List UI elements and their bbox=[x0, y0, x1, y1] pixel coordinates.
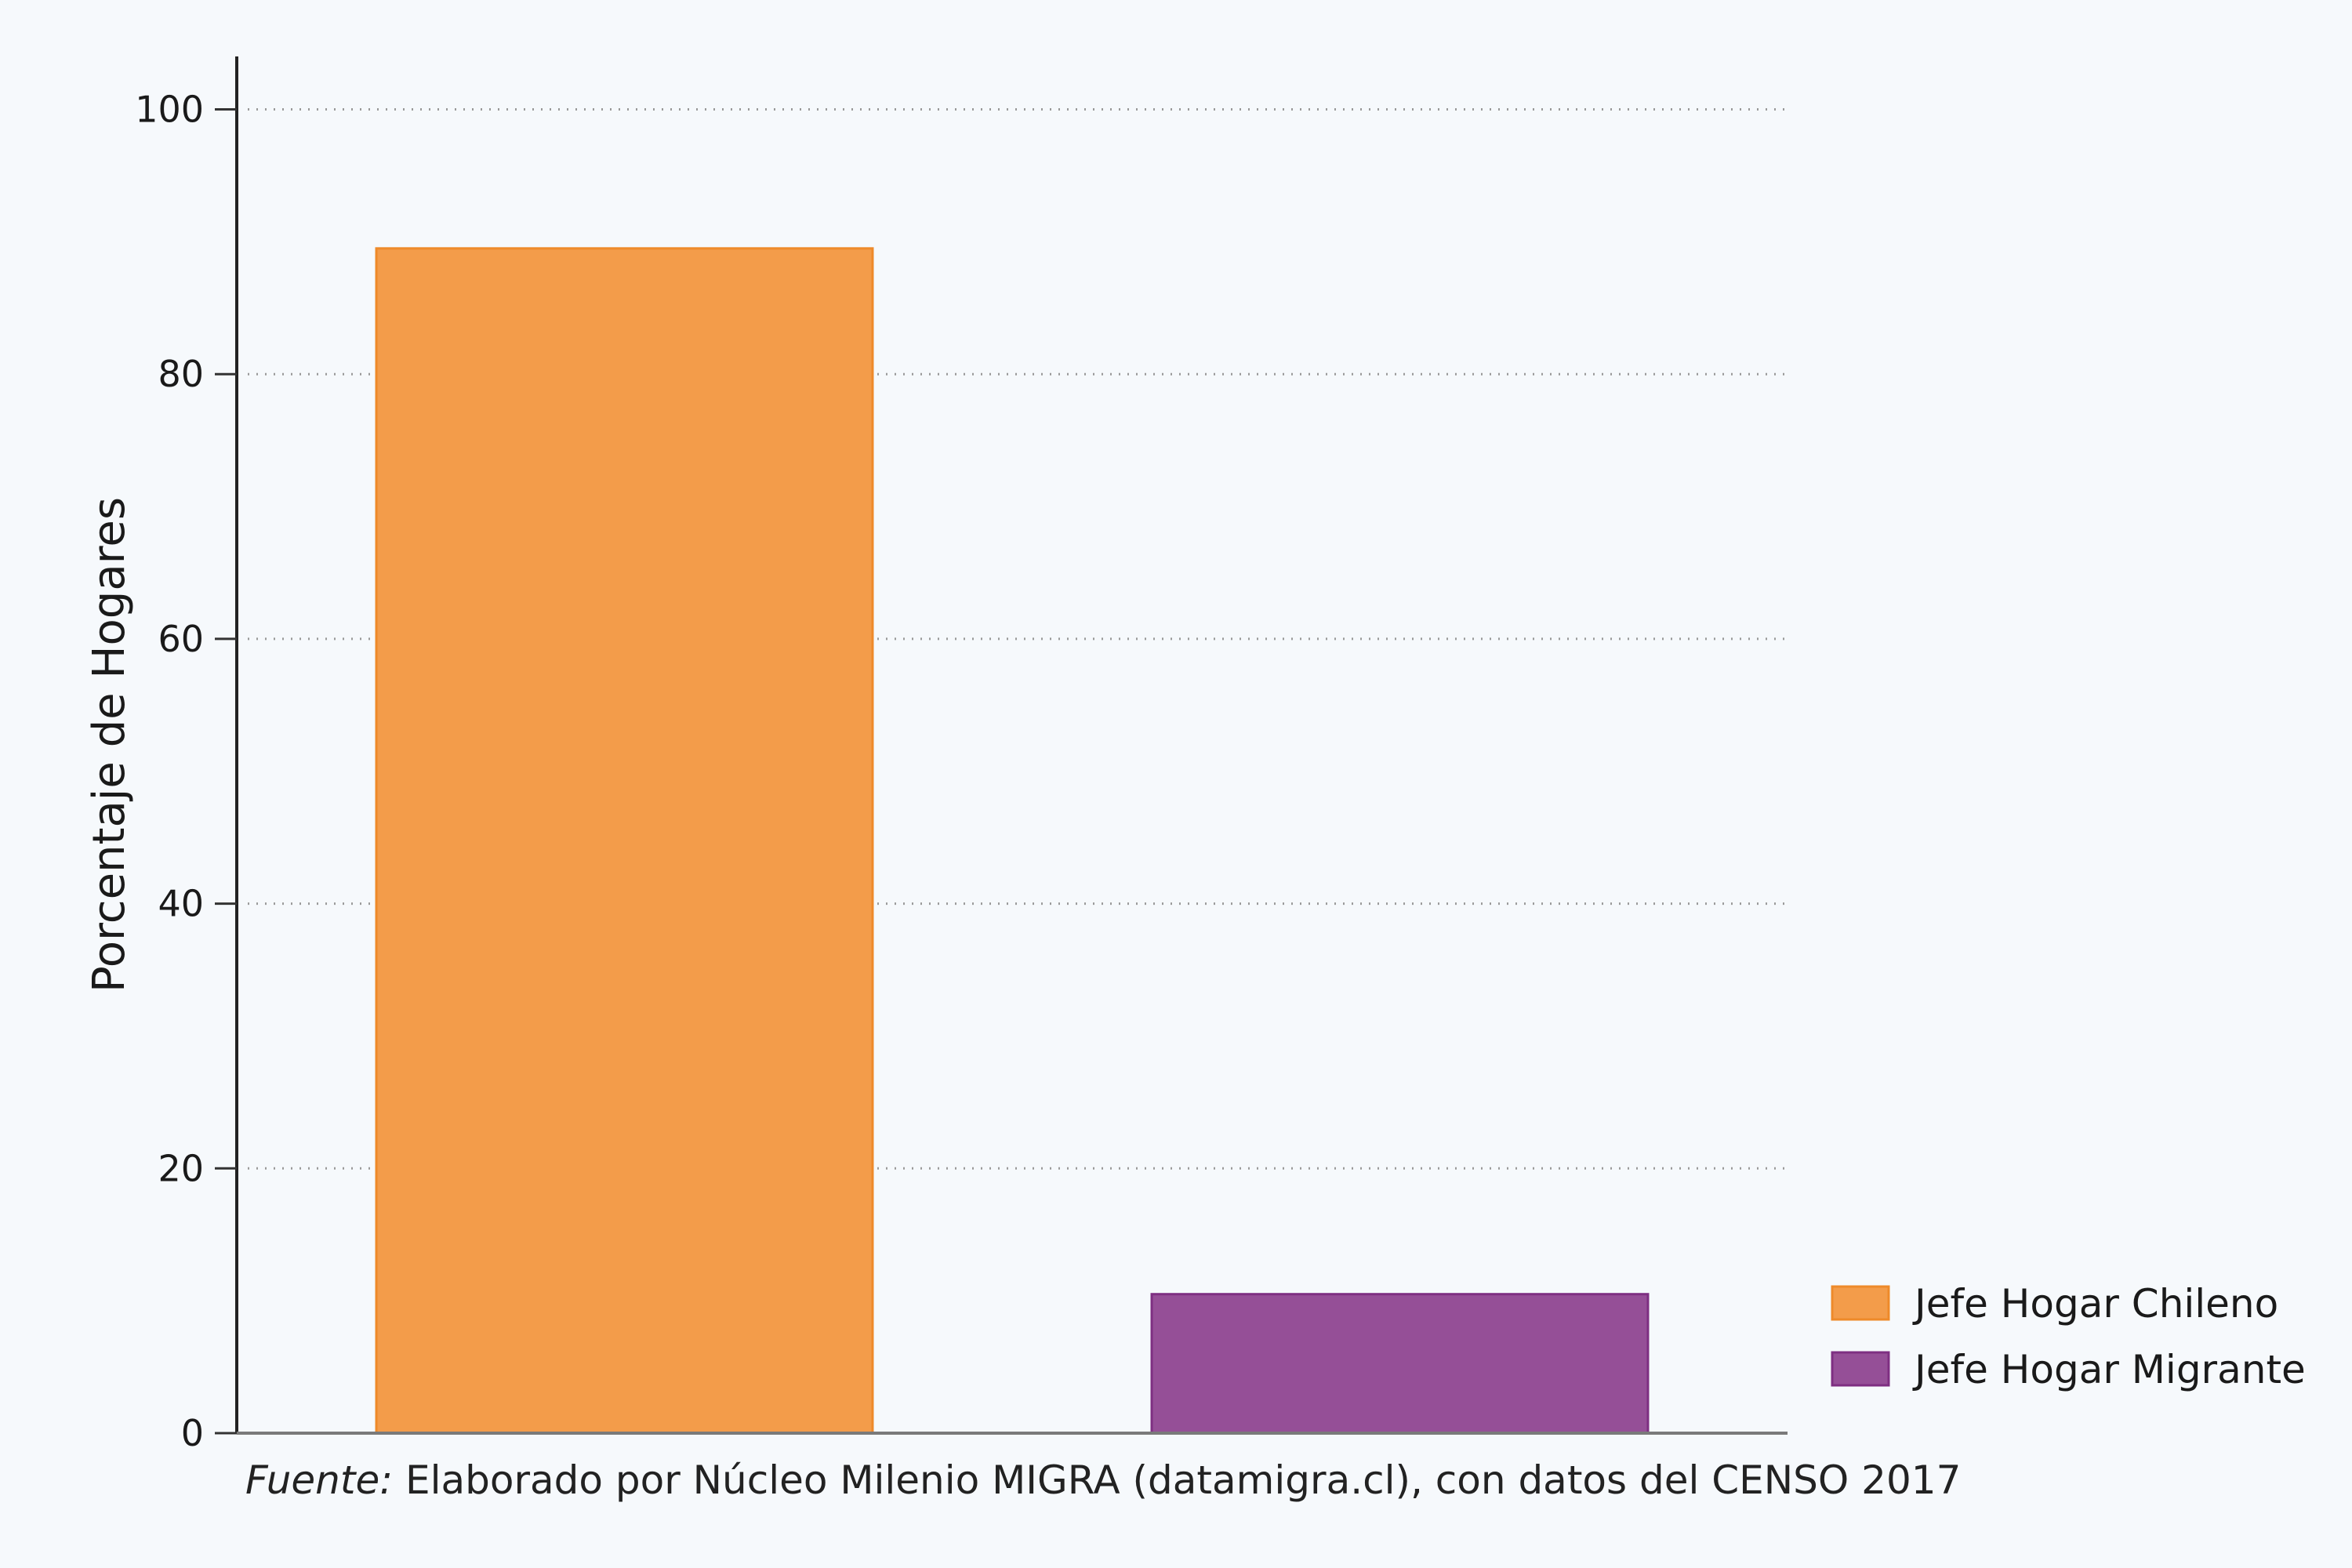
legend-swatch-0 bbox=[1831, 1285, 1890, 1321]
source-caption: Fuente: Elaborado por Núcleo Milenio MIG… bbox=[245, 1457, 1961, 1503]
legend-swatch-1 bbox=[1831, 1351, 1890, 1387]
legend: Jefe Hogar Chileno Jefe Hogar Migrante bbox=[1831, 1281, 2306, 1392]
legend-label-1: Jefe Hogar Migrante bbox=[1912, 1347, 2306, 1392]
y-tick-label-60: 60 bbox=[158, 618, 204, 660]
y-tick-label-40: 40 bbox=[158, 883, 204, 925]
y-ticks: 0 20 40 60 80 100 bbox=[135, 89, 237, 1454]
y-axis-title: Porcentaje de Hogares bbox=[84, 497, 135, 993]
bars bbox=[375, 247, 1650, 1435]
legend-label-0: Jefe Hogar Chileno bbox=[1912, 1281, 2278, 1327]
source-text: Elaborado por Núcleo Milenio MIGRA (data… bbox=[393, 1457, 1961, 1503]
bar-1 bbox=[1150, 1293, 1650, 1435]
y-tick-label-0: 0 bbox=[181, 1412, 204, 1454]
y-tick-label-100: 100 bbox=[135, 89, 204, 131]
bar-0 bbox=[375, 247, 874, 1435]
y-tick-label-80: 80 bbox=[158, 353, 204, 395]
source-prefix: Fuente: bbox=[245, 1457, 393, 1503]
axes bbox=[235, 56, 1788, 1435]
y-tick-label-20: 20 bbox=[158, 1147, 204, 1189]
